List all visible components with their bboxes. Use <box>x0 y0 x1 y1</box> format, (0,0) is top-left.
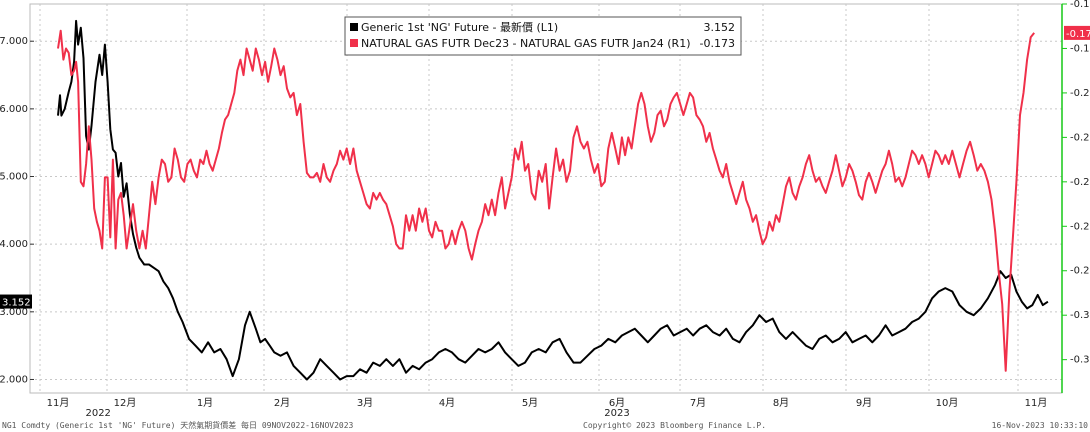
x-tick-label: 7月 <box>690 397 706 409</box>
year-label: 2022 <box>85 408 110 419</box>
right-tick-label: -0.22 <box>1070 132 1090 143</box>
left-last-tag <box>0 294 32 309</box>
ng-price-line <box>57 19 1049 381</box>
left-tick-label: 4.000 <box>0 239 28 250</box>
left-tick-label: 3.000 <box>0 307 28 318</box>
x-tick-label: 3月 <box>357 397 373 409</box>
left-tick-label: 7.000 <box>0 36 28 47</box>
legend-series1-label: Generic 1st 'NG' Future - 最新價 (L1) <box>361 20 558 34</box>
legend-box <box>344 16 742 56</box>
legend-series1-value: 3.152 <box>704 21 736 34</box>
x-tick-label: 1月 <box>197 397 213 409</box>
x-tick-label: 4月 <box>439 397 455 409</box>
right-tick-label: -0.30 <box>1070 310 1090 321</box>
x-tick-label: 9月 <box>856 397 872 409</box>
right-last-tag-text: -0.173 <box>1066 29 1090 40</box>
x-tick-label: 10月 <box>936 397 959 409</box>
spread-line <box>57 29 1035 372</box>
x-tick-label: 12月 <box>114 397 137 409</box>
right-tick-label: -0.28 <box>1070 266 1090 277</box>
x-tick-label: 6月 <box>609 397 625 409</box>
left-last-tag-text: 3.152 <box>2 298 31 309</box>
legend-series2-label: NATURAL GAS FUTR Dec23 - NATURAL GAS FUT… <box>361 37 690 50</box>
x-tick-label: 8月 <box>773 397 789 409</box>
right-tick-label: -0.20 <box>1070 88 1090 99</box>
legend-swatch-red <box>350 39 358 47</box>
right-tick-label: -0.18 <box>1070 43 1090 54</box>
right-tick-label: -0.24 <box>1070 177 1090 188</box>
left-tick-label: 6.000 <box>0 104 28 115</box>
legend-swatch-black <box>350 23 358 31</box>
footer-right: 16-Nov-2023 10:33:10 <box>992 421 1089 430</box>
plot-frame <box>29 3 1063 394</box>
legend-series2-value: -0.173 <box>700 37 735 50</box>
footer-left: NG1 Comdty (Generic 1st 'NG' Future) 天然氣… <box>2 420 354 430</box>
year-label: 2023 <box>604 408 629 419</box>
x-tick-label: 2月 <box>274 397 290 409</box>
right-tick-label: -0.16 <box>1070 0 1090 10</box>
right-last-tag <box>1064 25 1090 40</box>
right-tick-label: -0.26 <box>1070 221 1090 232</box>
x-tick-label: 5月 <box>522 397 538 409</box>
left-tick-label: 2.000 <box>0 374 28 385</box>
left-tick-label: 5.000 <box>0 172 28 183</box>
footer-center: Copyright© 2023 Bloomberg Finance L.P. <box>583 421 766 430</box>
x-tick-label: 11月 <box>1025 397 1048 409</box>
x-tick-label: 11月 <box>47 397 70 409</box>
right-tick-label: -0.32 <box>1070 355 1090 366</box>
